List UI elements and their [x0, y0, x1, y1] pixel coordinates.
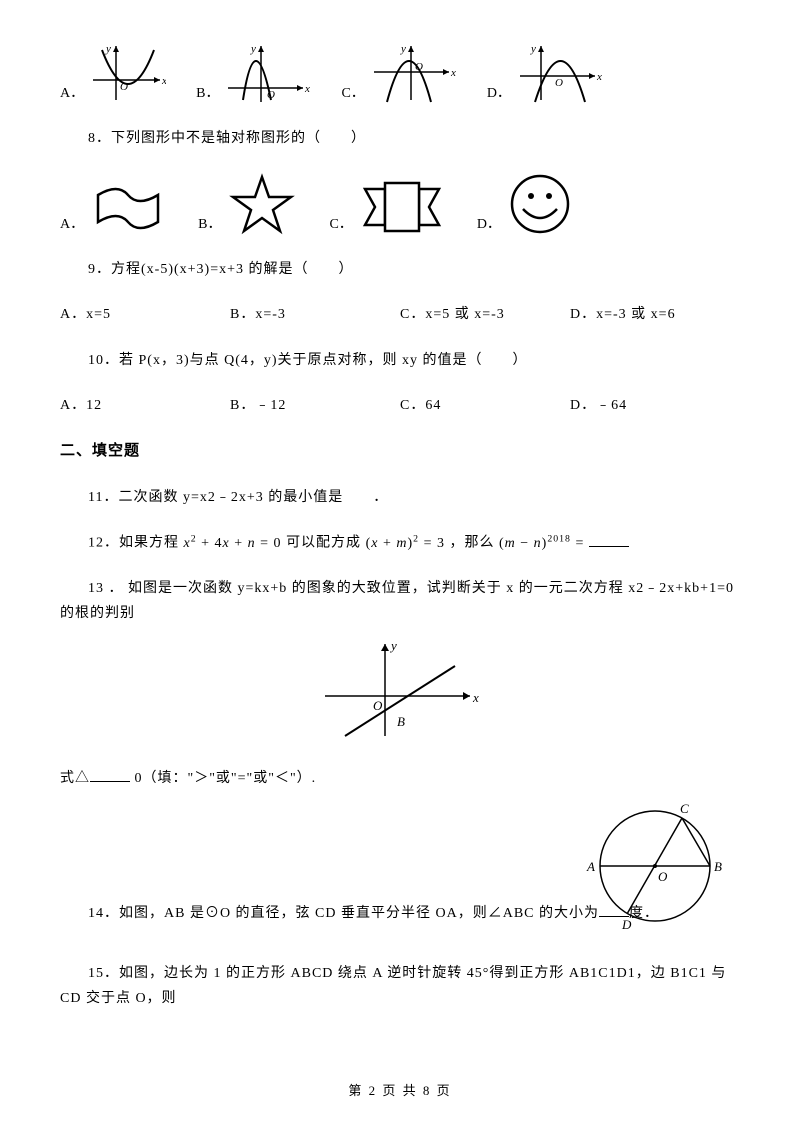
q7-option-d: D． x y O — [487, 40, 603, 106]
linear-graph-icon: x y O B — [315, 636, 485, 746]
section-2-title: 二、填空题 — [60, 438, 740, 465]
q10-option-a: A．12 — [60, 393, 230, 418]
svg-text:x: x — [161, 75, 166, 87]
q8-option-c: C． — [329, 175, 446, 237]
ribbon-shape-icon — [357, 175, 447, 237]
smiley-face-icon — [505, 171, 575, 237]
svg-text:x: x — [472, 690, 479, 705]
q14-circle-diagram: A B C D O — [580, 791, 730, 950]
svg-text:B: B — [714, 859, 722, 874]
q8-option-b: B． — [198, 171, 299, 237]
q13-blank — [90, 768, 130, 782]
svg-text:y: y — [530, 43, 536, 55]
q13-tail-pre: 式△ — [60, 771, 90, 786]
q13-graph: x y O B — [60, 636, 740, 755]
q10-text: 10．若 P(x，3)与点 Q(4，y)关于原点对称，则 xy 的值是（ ） — [60, 348, 740, 373]
q12-blank — [589, 533, 629, 547]
q10-option-b: B．﹣12 — [230, 393, 400, 418]
page-footer: 第 2 页 共 8 页 — [0, 1079, 800, 1102]
q8-option-a: A． — [60, 177, 168, 237]
svg-text:O: O — [658, 869, 668, 884]
q9-option-b: B．x=-3 — [230, 302, 400, 327]
q10-option-d: D．﹣64 — [570, 393, 740, 418]
q7-options-row: A． x y O B． x y O C． — [60, 40, 740, 106]
circle-geometry-icon: A B C D O — [580, 791, 730, 941]
svg-text:O: O — [373, 698, 383, 713]
q15-text: 15．如图，边长为 1 的正方形 ABCD 绕点 A 逆时针旋转 45°得到正方… — [60, 961, 740, 1011]
q8-options-row: A． B． C． D． — [60, 171, 740, 237]
q8-option-d: D． — [477, 171, 575, 237]
q7-label-b: B． — [196, 81, 219, 106]
q7-option-b: B． x y O — [196, 40, 311, 106]
q7-label-a: A． — [60, 81, 84, 106]
q9-options: A．x=5 B．x=-3 C．x=5 或 x=-3 D．x=-3 或 x=6 — [60, 302, 740, 327]
q7-label-c: C． — [341, 81, 364, 106]
q12-eq3: (m − n)2018 = — [499, 536, 584, 551]
q8-label-a: A． — [60, 212, 84, 237]
q14-wrap: A B C D O 14．如图，AB 是⊙O 的直径，弦 CD 垂直平分半径 O… — [60, 811, 740, 941]
q12-eq2: (x + m)2 = 3 — [366, 536, 445, 551]
q12-mid1: 可以配方成 — [286, 536, 361, 551]
q10-option-c: C．64 — [400, 393, 570, 418]
q9-option-d: D．x=-3 或 x=6 — [570, 302, 740, 327]
q9-text: 9．方程(x-5)(x+3)=x+3 的解是（ ） — [60, 257, 740, 282]
q14-pre: 14．如图，AB 是⊙O 的直径，弦 CD 垂直平分半径 OA，则∠ABC 的大… — [88, 906, 599, 921]
svg-text:D: D — [621, 917, 632, 932]
q13-wrap: 13 ． 如图是一次函数 y=kx+b 的图象的大致位置，试判断关于 x 的一元… — [60, 576, 740, 791]
svg-text:y: y — [389, 638, 397, 653]
svg-text:B: B — [397, 714, 405, 729]
parabola-graph-c: x y O — [369, 40, 457, 106]
flag-shape-icon — [88, 177, 168, 237]
parabola-graph-d: x y O — [515, 40, 603, 106]
svg-text:x: x — [450, 67, 456, 79]
q9-option-a: A．x=5 — [60, 302, 230, 327]
q13-tail: 式△ 0（填："＞"或"="或"＜"）. — [60, 766, 740, 791]
q8-label-d: D． — [477, 212, 501, 237]
parabola-graph-b: x y O — [223, 40, 311, 106]
svg-text:x: x — [596, 71, 602, 83]
q13-tail-post: 0（填："＞"或"="或"＜"）. — [135, 771, 317, 786]
svg-text:C: C — [680, 801, 689, 816]
q8-label-c: C． — [329, 212, 352, 237]
parabola-graph-a: x y O — [88, 40, 166, 106]
svg-text:A: A — [586, 859, 595, 874]
q10-options: A．12 B．﹣12 C．64 D．﹣64 — [60, 393, 740, 418]
svg-text:y: y — [105, 43, 111, 55]
svg-text:y: y — [400, 43, 406, 55]
q12-mid2: ，那么 — [449, 536, 494, 551]
q12-text: 12．如果方程 x2 + 4x + n = 0 可以配方成 (x + m)2 =… — [60, 530, 740, 556]
q8-label-b: B． — [198, 212, 221, 237]
star-shape-icon — [225, 171, 299, 237]
q12-pre: 12．如果方程 — [88, 536, 179, 551]
svg-text:O: O — [555, 77, 563, 89]
q8-text: 8．下列图形中不是轴对称图形的（ ） — [60, 126, 740, 151]
q9-option-c: C．x=5 或 x=-3 — [400, 302, 570, 327]
q7-label-d: D． — [487, 81, 511, 106]
q12-eq1: x2 + 4x + n = 0 — [184, 536, 282, 551]
q7-option-c: C． x y O — [341, 40, 456, 106]
svg-text:x: x — [304, 83, 310, 95]
q7-option-a: A． x y O — [60, 40, 166, 106]
svg-text:y: y — [250, 43, 256, 55]
q11-text: 11．二次函数 y=x2﹣2x+3 的最小值是 ． — [60, 485, 740, 510]
q13-text: 13 ． 如图是一次函数 y=kx+b 的图象的大致位置，试判断关于 x 的一元… — [60, 576, 740, 626]
